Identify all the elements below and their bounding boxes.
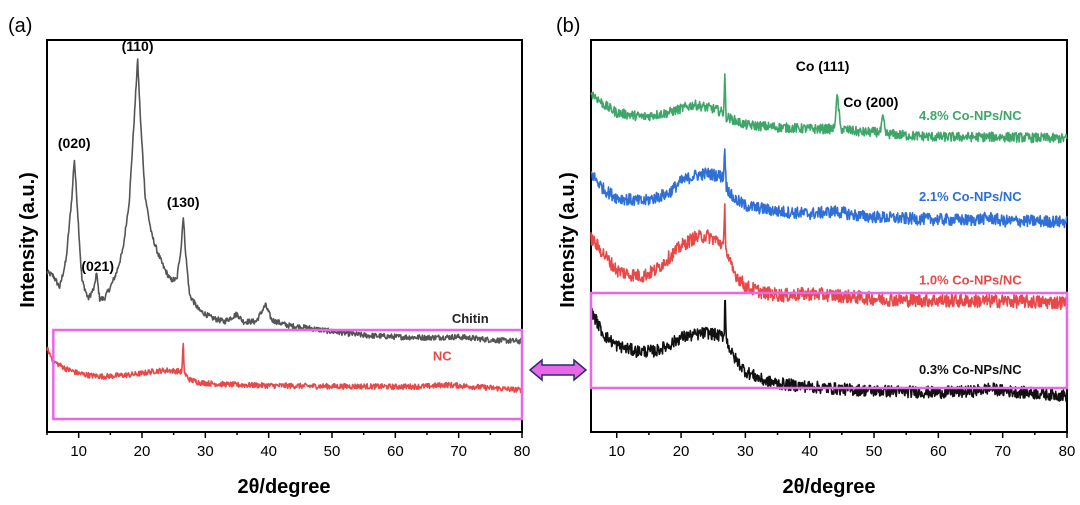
panel-b-peak-labels: Co (111) Co (200) bbox=[796, 58, 899, 110]
x-tick-label-50: 50 bbox=[866, 443, 883, 460]
series-line-1-0-co-nps-nc bbox=[590, 203, 1068, 311]
peak-label-110: (110) bbox=[122, 38, 154, 54]
panel-a-label: (a) bbox=[8, 15, 32, 37]
series-line-4-8-co-nps-nc bbox=[590, 73, 1068, 144]
x-tick-label-40: 40 bbox=[801, 443, 818, 460]
panel-a-y-axis-label: Intensity (a.u.) bbox=[17, 172, 39, 308]
peak-label-co-200: Co (200) bbox=[843, 94, 898, 110]
panel-b-series bbox=[590, 73, 1068, 402]
panel-b-highlight-box bbox=[589, 291, 1069, 390]
series-line-0-3-co-nps-nc bbox=[590, 299, 1068, 402]
series-label-1-0-co-nps-nc: 1.0% Co-NPs/NC bbox=[919, 272, 1022, 287]
x-tick-label-20: 20 bbox=[673, 443, 690, 460]
x-tick-label-70: 70 bbox=[994, 443, 1011, 460]
x-tick-label-70: 70 bbox=[450, 443, 467, 460]
panel-a: (a) 10 20 30 40 50 60 70 80 2θ/degree Intensity… bbox=[8, 15, 530, 498]
panel-b-series-labels: 4.8% Co-NPs/NC 2.1% Co-NPs/NC 1.0% Co-NPs/… bbox=[919, 108, 1022, 377]
x-tick-label-80: 80 bbox=[1059, 443, 1076, 460]
peak-label-130: (130) bbox=[167, 194, 200, 210]
panel-a-highlight-box bbox=[52, 328, 524, 421]
series-label-nc: NC bbox=[433, 348, 452, 363]
panel-b-x-axis-label: 2θ/degree bbox=[782, 476, 875, 498]
series-line-nc bbox=[46, 342, 523, 394]
panel-b-y-axis-label: Intensity (a.u.) bbox=[557, 172, 579, 308]
x-tick-label-60: 60 bbox=[930, 443, 947, 460]
panel-b-label: (b) bbox=[556, 15, 580, 37]
panel-a-series-labels: Chitin NC bbox=[433, 311, 489, 363]
x-tick-label-30: 30 bbox=[197, 443, 214, 460]
double-arrow-icon bbox=[528, 358, 588, 382]
series-label-chitin: Chitin bbox=[452, 311, 489, 326]
peak-label-co-111: Co (111) bbox=[796, 58, 850, 74]
x-tick-label-30: 30 bbox=[737, 443, 754, 460]
series-label-0-3-co-nps-nc: 0.3% Co-NPs/NC bbox=[919, 362, 1022, 377]
series-label-2-1-co-nps-nc: 2.1% Co-NPs/NC bbox=[919, 189, 1022, 204]
panel-b-x-ticks: 10 20 30 40 50 60 70 80 bbox=[608, 432, 1075, 460]
peak-label-020: (020) bbox=[58, 135, 91, 151]
panel-a-x-axis-label: 2θ/degree bbox=[237, 476, 330, 498]
x-tick-label-10: 10 bbox=[70, 443, 87, 460]
series-line-chitin bbox=[46, 58, 523, 345]
x-tick-label-50: 50 bbox=[324, 443, 341, 460]
panel-a-series bbox=[46, 58, 523, 394]
x-tick-label-40: 40 bbox=[260, 443, 277, 460]
x-tick-label-60: 60 bbox=[387, 443, 404, 460]
panel-a-peak-labels: (020) (021) (110) (130) bbox=[58, 38, 200, 274]
panel-b: (b) 10 20 30 40 50 60 70 80 2θ/degree Intensity… bbox=[556, 15, 1075, 498]
peak-label-021: (021) bbox=[81, 258, 114, 274]
panel-a-x-ticks: 10 20 30 40 50 60 70 80 bbox=[46, 432, 531, 460]
series-label-4-8-co-nps-nc: 4.8% Co-NPs/NC bbox=[919, 108, 1022, 123]
panel-a-frame bbox=[46, 39, 523, 433]
x-tick-label-20: 20 bbox=[134, 443, 151, 460]
x-tick-label-10: 10 bbox=[608, 443, 625, 460]
x-tick-label-80: 80 bbox=[514, 443, 531, 460]
series-line-2-1-co-nps-nc bbox=[590, 148, 1068, 229]
